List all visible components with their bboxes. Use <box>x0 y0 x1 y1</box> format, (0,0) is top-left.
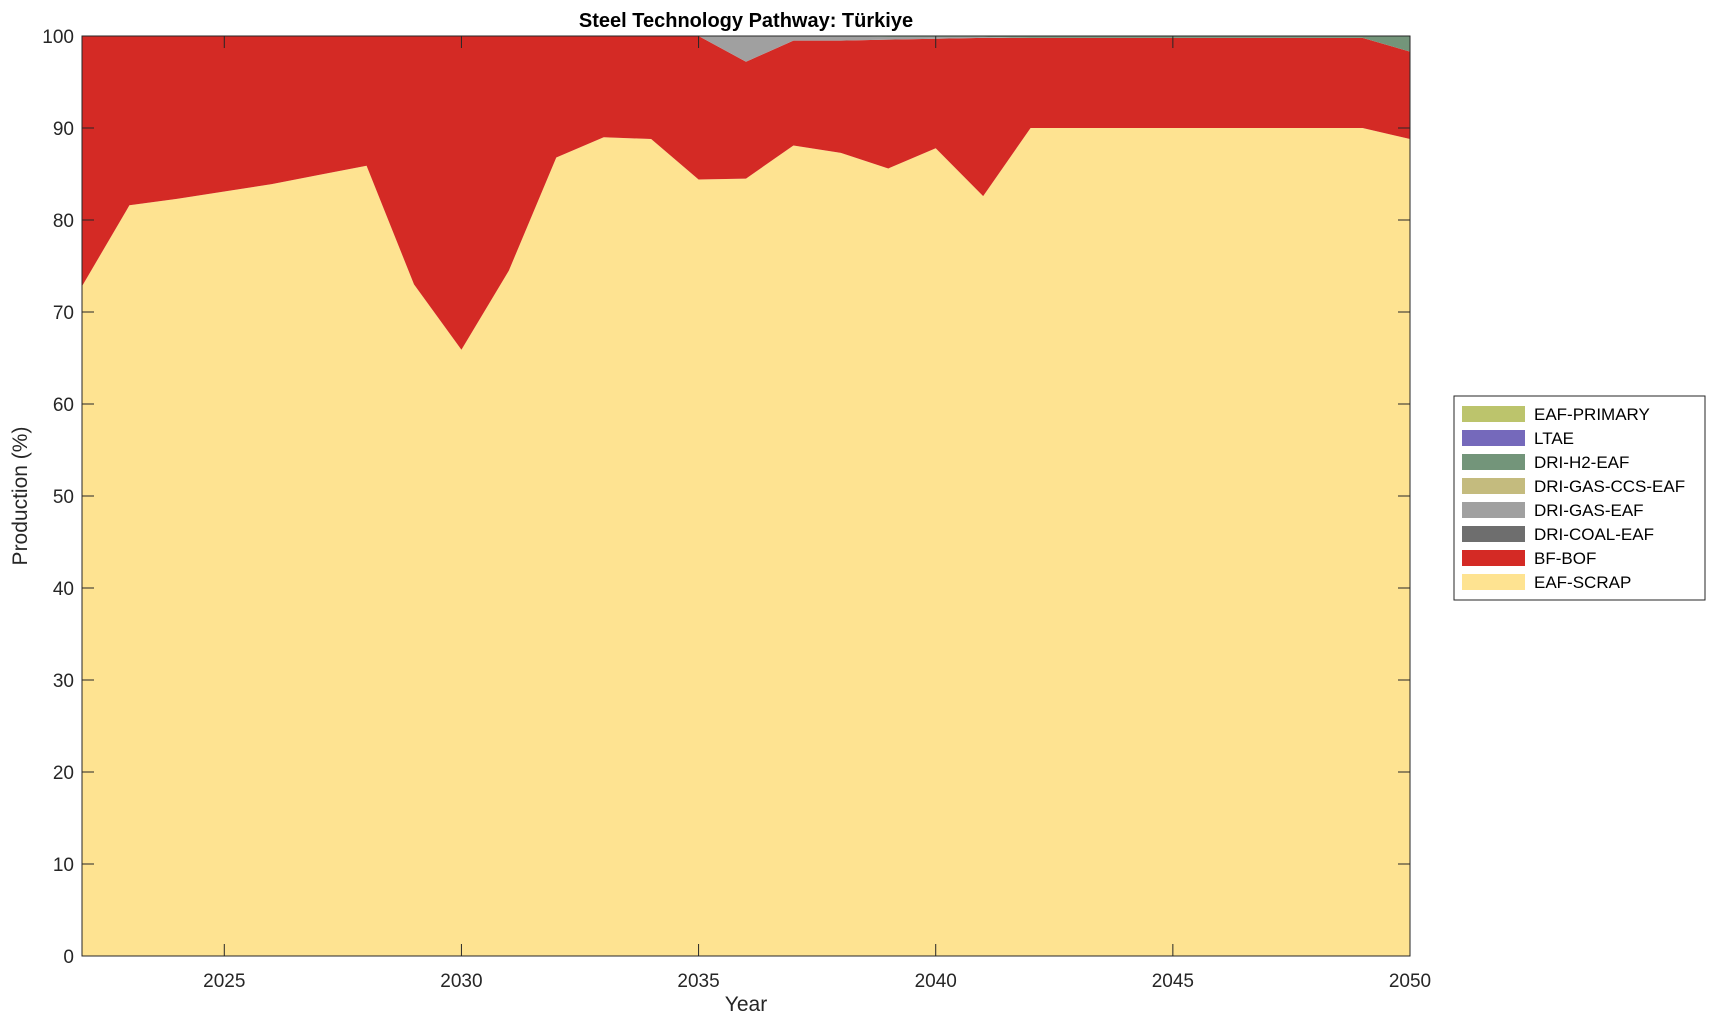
legend-swatch-dri-gas-eaf <box>1462 502 1525 518</box>
y-axis-label: Production (%) <box>9 427 32 566</box>
x-axis-ticks: 2025 2030 2035 2040 2045 2050 <box>203 36 1431 992</box>
y-tick-label: 0 <box>63 947 74 968</box>
area-dri-h2-eaf <box>82 36 1410 52</box>
y-tick-label: 30 <box>53 671 74 692</box>
legend-label-dri-h2-eaf: DRI-H2-EAF <box>1534 453 1629 472</box>
legend-swatch-eaf-scrap <box>1462 574 1525 590</box>
legend-label-dri-gas-ccs-eaf: DRI-GAS-CCS-EAF <box>1534 477 1685 496</box>
x-tick-label: 2050 <box>1389 971 1431 992</box>
y-tick-label: 100 <box>42 27 74 48</box>
legend-label-eaf-scrap: EAF-SCRAP <box>1534 573 1631 592</box>
y-axis-ticks: 0 10 20 30 40 50 60 70 80 90 100 <box>42 27 1410 968</box>
y-tick-label: 90 <box>53 119 74 140</box>
legend: EAF-PRIMARY LTAE DRI-H2-EAF DRI-GAS-CCS-EAF… <box>1453 395 1706 601</box>
legend-swatch-dri-h2-eaf <box>1462 454 1525 470</box>
legend-label-bf-bof: BF-BOF <box>1534 549 1596 568</box>
x-tick-label: 2030 <box>440 971 482 992</box>
x-tick-label: 2045 <box>1152 971 1194 992</box>
area-dri-gas-eaf <box>82 36 1410 62</box>
y-tick-label: 70 <box>53 303 74 324</box>
area-series-group <box>82 36 1410 956</box>
x-tick-label: 2025 <box>203 971 245 992</box>
chart-title: Steel Technology Pathway: Türkiye <box>579 10 913 32</box>
area-bf-bof <box>82 36 1410 350</box>
x-tick-label: 2035 <box>677 971 719 992</box>
y-tick-label: 40 <box>53 579 74 600</box>
legend-swatch-bf-bof <box>1462 550 1525 566</box>
legend-swatch-dri-coal-eaf <box>1462 526 1525 542</box>
legend-label-eaf-primary: EAF-PRIMARY <box>1534 405 1650 424</box>
x-axis-label: Year <box>725 993 767 1016</box>
legend-swatch-dri-gas-ccs-eaf <box>1462 478 1525 494</box>
legend-swatch-ltae <box>1462 430 1525 446</box>
y-tick-label: 50 <box>53 487 74 508</box>
legend-swatch-eaf-primary <box>1462 406 1525 422</box>
legend-label-dri-coal-eaf: DRI-COAL-EAF <box>1534 525 1654 544</box>
y-tick-label: 80 <box>53 211 74 232</box>
y-tick-label: 10 <box>53 855 74 876</box>
legend-label-dri-gas-eaf: DRI-GAS-EAF <box>1534 501 1644 520</box>
legend-box <box>1453 395 1706 601</box>
y-tick-label: 20 <box>53 763 74 784</box>
y-tick-label: 60 <box>53 395 74 416</box>
legend-label-ltae: LTAE <box>1534 429 1574 448</box>
area-eaf-scrap <box>82 128 1410 956</box>
x-tick-label: 2040 <box>915 971 957 992</box>
